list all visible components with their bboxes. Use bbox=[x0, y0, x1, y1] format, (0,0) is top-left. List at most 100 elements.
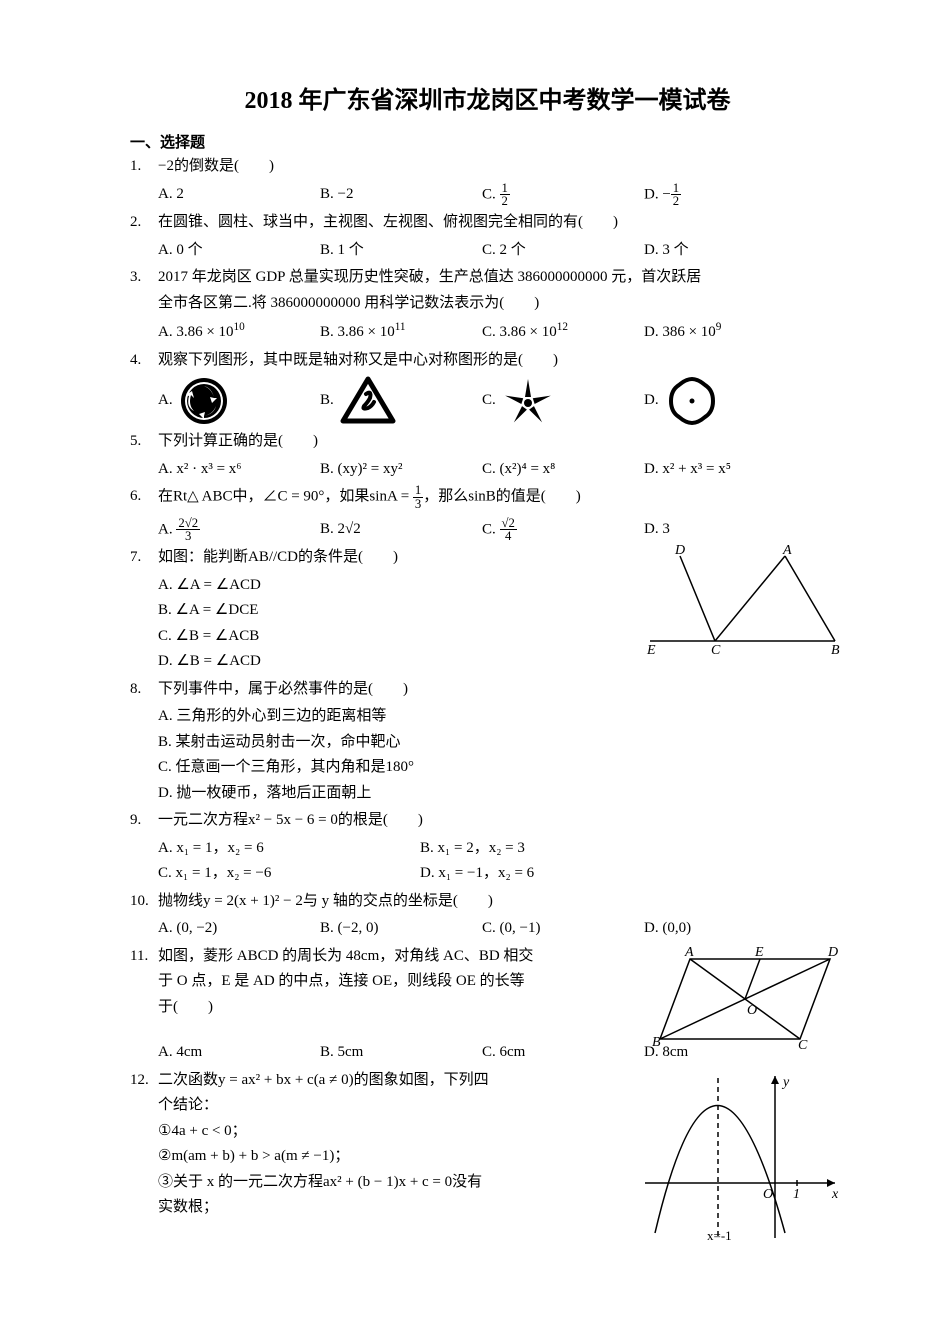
svg-text:D: D bbox=[674, 543, 685, 558]
option-b: B. −2 bbox=[320, 182, 482, 209]
svg-text:x=-1: x=-1 bbox=[707, 1228, 732, 1243]
question-number: 2. bbox=[130, 210, 158, 263]
option-b: B. x₁ = 2，x₂ = 3 bbox=[420, 836, 682, 862]
svg-text:O: O bbox=[747, 1003, 757, 1018]
option-d: D. x² + x³ = x⁵ bbox=[644, 457, 806, 483]
question-stem: −2的倒数是( ) bbox=[158, 154, 845, 180]
svg-text:y: y bbox=[781, 1075, 790, 1090]
section-heading: 一、选择题 bbox=[130, 131, 845, 152]
option-c: C. 6cm bbox=[482, 1040, 644, 1066]
hexagon-icon bbox=[665, 376, 719, 426]
svg-text:C: C bbox=[798, 1038, 808, 1053]
question-number: 5. bbox=[130, 429, 158, 482]
option-a: A. x² · x³ = x⁶ bbox=[158, 457, 320, 483]
page-title: 2018 年广东省深圳市龙岗区中考数学一模试卷 bbox=[130, 80, 845, 115]
parabola-figure-icon: y x O 1 x=-1 bbox=[635, 1068, 845, 1243]
option-c-prefix: C. bbox=[482, 186, 500, 202]
question-10: 10. 抛物线y = 2(x + 1)² − 2与 y 轴的交点的坐标是( ) … bbox=[130, 889, 845, 942]
rhombus-figure-icon: A E D B C O bbox=[645, 944, 845, 1054]
question-1: 1. −2的倒数是( ) A. 2 B. −2 C. 12 D. −12 bbox=[130, 154, 845, 208]
option-b: B. 3.86 × 1011 bbox=[320, 318, 482, 346]
option-a: A. 4cm bbox=[158, 1040, 320, 1066]
option-a: A. 0 个 bbox=[158, 238, 320, 264]
option-a: A. 2 bbox=[158, 182, 320, 209]
question-number: 12. bbox=[130, 1068, 158, 1221]
option-d-prefix: D. − bbox=[644, 186, 671, 202]
option-b: B. (xy)² = xy² bbox=[320, 457, 482, 483]
option-b: B. 5cm bbox=[320, 1040, 482, 1066]
svg-text:B: B bbox=[831, 643, 840, 656]
question-3: 3. 2017 年龙岗区 GDP 总量实现历史性突破，生产总值达 3860000… bbox=[130, 265, 845, 346]
option-d: D. bbox=[644, 376, 806, 426]
question-stem: 一元二次方程x² − 5x − 6 = 0的根是( ) bbox=[158, 808, 845, 834]
question-7: 7. D A E C B bbox=[130, 545, 845, 675]
option-c: C. √24 bbox=[482, 517, 644, 544]
question-number: 4. bbox=[130, 348, 158, 428]
svg-text:x: x bbox=[831, 1187, 839, 1202]
option-d: D. 386 × 109 bbox=[644, 318, 806, 346]
recycle-circle-icon bbox=[179, 376, 229, 426]
option-a: A. bbox=[158, 376, 320, 426]
warning-triangle-icon bbox=[340, 376, 396, 426]
option-b: B. (−2, 0) bbox=[320, 916, 482, 942]
svg-text:E: E bbox=[754, 945, 764, 960]
question-number: 7. bbox=[130, 545, 158, 675]
option-a: A. 3.86 × 1010 bbox=[158, 318, 320, 346]
question-stem: 观察下列图形，其中既是轴对称又是中心对称图形的是( ) bbox=[158, 348, 845, 374]
question-5: 5. 下列计算正确的是( ) A. x² · x³ = x⁶ B. (xy)² … bbox=[130, 429, 845, 482]
option-c: C. 3.86 × 1012 bbox=[482, 318, 644, 346]
option-c: C. x₁ = 1，x₂ = −6 bbox=[158, 861, 420, 887]
option-d: D. −12 bbox=[644, 182, 806, 209]
option-c: C. 任意画一个三角形，其内角和是180° bbox=[158, 755, 857, 781]
option-c: C. (x²)⁴ = x⁸ bbox=[482, 457, 644, 483]
option-d: D. (0,0) bbox=[644, 916, 806, 942]
question-number: 9. bbox=[130, 808, 158, 887]
option-d: D. 3 个 bbox=[644, 238, 806, 264]
question-number: 6. bbox=[130, 484, 158, 543]
question-number: 8. bbox=[130, 677, 158, 807]
svg-text:D: D bbox=[827, 945, 838, 960]
question-stem: 在Rt△ ABC中，∠C = 90°，如果sinA = 13，那么sinB的值是… bbox=[158, 484, 845, 511]
svg-text:1: 1 bbox=[793, 1187, 800, 1202]
question-stem-line1: 2017 年龙岗区 GDP 总量实现历史性突破，生产总值达 3860000000… bbox=[158, 265, 845, 291]
option-d: D. 3 bbox=[644, 517, 806, 544]
option-b: B. 1 个 bbox=[320, 238, 482, 264]
question-9: 9. 一元二次方程x² − 5x − 6 = 0的根是( ) A. x₁ = 1… bbox=[130, 808, 845, 887]
svg-text:C: C bbox=[711, 643, 721, 656]
option-b: B. 某射击运动员射击一次，命中靶心 bbox=[158, 730, 857, 756]
option-a: A. 三角形的外心到三边的距离相等 bbox=[158, 704, 857, 730]
question-4: 4. 观察下列图形，其中既是轴对称又是中心对称图形的是( ) A. B. bbox=[130, 348, 845, 428]
option-a: A. x₁ = 1，x₂ = 6 bbox=[158, 836, 420, 862]
exam-page: 2018 年广东省深圳市龙岗区中考数学一模试卷 一、选择题 1. −2的倒数是(… bbox=[0, 0, 945, 1263]
geometry-figure-icon: D A E C B bbox=[645, 541, 845, 656]
question-8: 8. 下列事件中，属于必然事件的是( ) A. 三角形的外心到三边的距离相等 B… bbox=[130, 677, 845, 807]
question-2: 2. 在圆锥、圆柱、球当中，主视图、左视图、俯视图完全相同的有( ) A. 0 … bbox=[130, 210, 845, 263]
option-a: A. (0, −2) bbox=[158, 916, 320, 942]
question-stem: 在圆锥、圆柱、球当中，主视图、左视图、俯视图完全相同的有( ) bbox=[158, 210, 845, 236]
question-stem-line2: 全市各区第二.将 386000000000 用科学记数法表示为( ) bbox=[158, 291, 845, 317]
question-number: 11. bbox=[130, 944, 158, 1066]
option-c: C. (0, −1) bbox=[482, 916, 644, 942]
question-stem: 下列计算正确的是( ) bbox=[158, 429, 845, 455]
svg-text:A: A bbox=[684, 945, 694, 960]
option-b: B. bbox=[320, 376, 482, 426]
svg-text:E: E bbox=[646, 643, 656, 656]
option-b: B. 2√2 bbox=[320, 517, 482, 544]
star-icon bbox=[502, 375, 554, 427]
option-c: C. bbox=[482, 375, 644, 427]
option-a: A. 2√23 bbox=[158, 517, 320, 544]
svg-text:O: O bbox=[763, 1187, 773, 1202]
option-d: D. x₁ = −1，x₂ = 6 bbox=[420, 861, 682, 887]
question-number: 1. bbox=[130, 154, 158, 208]
option-c: C. 12 bbox=[482, 182, 644, 209]
question-12: 12. y x O 1 bbox=[130, 1068, 845, 1221]
question-stem: 下列事件中，属于必然事件的是( ) bbox=[158, 677, 845, 703]
question-number: 10. bbox=[130, 889, 158, 942]
option-d: D. 抛一枚硬币，落地后正面朝上 bbox=[158, 781, 857, 807]
question-stem: 抛物线y = 2(x + 1)² − 2与 y 轴的交点的坐标是( ) bbox=[158, 889, 845, 915]
option-c: C. 2 个 bbox=[482, 238, 644, 264]
question-6: 6. 在Rt△ ABC中，∠C = 90°，如果sinA = 13，那么sinB… bbox=[130, 484, 845, 543]
svg-text:A: A bbox=[782, 543, 792, 558]
question-11: 11. A E D B C O bbox=[130, 944, 845, 1066]
svg-text:B: B bbox=[652, 1035, 661, 1050]
